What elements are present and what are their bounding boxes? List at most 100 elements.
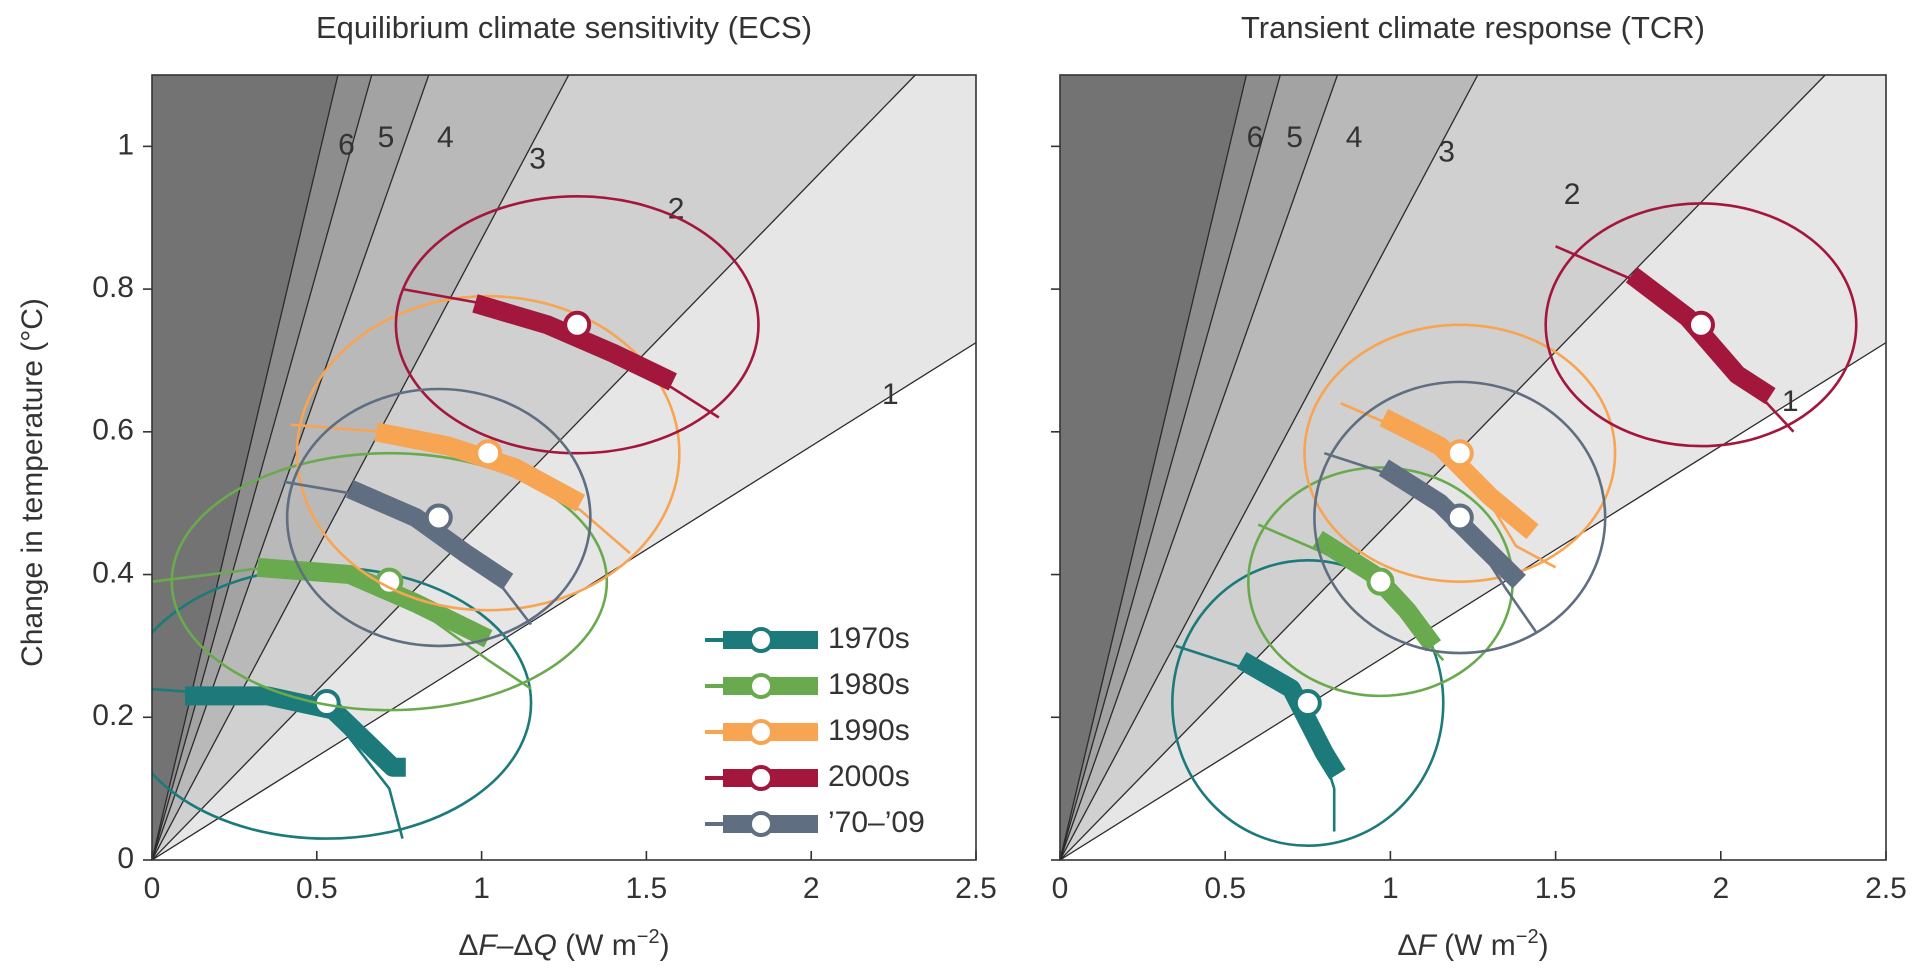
y-tick-label: 1 xyxy=(117,128,134,161)
sensitivity-band-1 xyxy=(152,75,976,860)
legend: 1970s 1980s 1990s 2000s ’70–’09 xyxy=(705,622,925,839)
x-axis-label-part: (W m xyxy=(1436,929,1516,962)
x-tick-label: 2 xyxy=(1712,872,1729,905)
panel-0: 1 2 3 4 56 0 0.5 1 1.5 2 2.5 0 0.2 0.4 0.6 0.8 1 Equilibr… xyxy=(16,10,997,962)
x-axis-label-part: −2 xyxy=(1516,926,1539,948)
series-1 xyxy=(1247,466,1514,698)
y-tick-label: 0.8 xyxy=(92,271,134,304)
panel-1: 1 2 3 4 56 0 0.5 1 1.5 2 2.5 Transient climate resp… xyxy=(1051,10,1907,962)
x-tick-label: 1 xyxy=(473,872,490,905)
range-arc-thick xyxy=(346,480,514,590)
central-estimate-point xyxy=(1366,567,1395,596)
y-tick-label: 0.6 xyxy=(92,414,134,447)
uncertainty-ellipse xyxy=(285,387,592,648)
sensitivity-label-5: 5 xyxy=(1286,121,1303,154)
y-axis-label: Change in temperature (°C) xyxy=(16,298,49,667)
plot-area: 1 2 3 4 56 xyxy=(152,75,976,860)
x-axis-label-part: ) xyxy=(660,929,670,962)
sensitivity-line-5 xyxy=(1060,75,1281,860)
y-tick-label: 0.2 xyxy=(92,699,134,732)
sensitivity-label-2: 2 xyxy=(1564,178,1581,211)
x-axis-label: ΔF–ΔQ (W m−2) xyxy=(458,926,669,962)
x-tick-label: 0 xyxy=(1052,872,1069,905)
plot-frame xyxy=(1059,74,1887,861)
series-0 xyxy=(1171,558,1445,848)
sensitivity-label-6: 6 xyxy=(338,128,355,161)
x-tick-label: 1.5 xyxy=(626,872,668,905)
legend-marker xyxy=(748,765,774,791)
sensitivity-line-3 xyxy=(152,75,570,860)
series-2 xyxy=(1303,323,1617,583)
panel-title: Transient climate response (TCR) xyxy=(1241,10,1705,45)
sensitivity-line-2 xyxy=(1060,75,1826,860)
sensitivity-label-3: 3 xyxy=(1438,135,1455,168)
range-arc-thick xyxy=(1312,530,1442,652)
x-axis-label-part: F xyxy=(1417,929,1437,962)
sensitivity-band-6 xyxy=(1060,75,1886,860)
uncertainty-ellipse xyxy=(295,294,681,612)
central-estimate-point xyxy=(424,503,453,532)
legend-marker xyxy=(748,627,774,653)
panel-title: Equilibrium climate sensitivity (ECS) xyxy=(316,10,812,45)
legend-label: 1990s xyxy=(828,714,910,747)
sensitivity-line-3 xyxy=(1060,75,1479,860)
sensitivity-label-4: 4 xyxy=(437,121,454,154)
x-axis-label-part: ) xyxy=(1539,929,1549,962)
central-estimate-point xyxy=(375,567,404,596)
series-3 xyxy=(1544,202,1858,448)
central-estimate-point xyxy=(474,439,503,468)
central-estimate-point xyxy=(1445,503,1474,532)
uncertainty-ellipse xyxy=(1303,323,1617,583)
legend-label: 1970s xyxy=(828,622,910,655)
x-axis-label-part: Q xyxy=(533,929,556,962)
sensitivity-label-1: 1 xyxy=(1782,385,1799,418)
sensitivity-line-5 xyxy=(152,75,373,860)
x-axis-label-part: Δ xyxy=(458,929,478,962)
x-tick-label: 0.5 xyxy=(1204,872,1246,905)
uncertainty-ellipse xyxy=(1313,380,1607,655)
x-tick-label: 0.5 xyxy=(296,872,338,905)
legend-label: ’70–’09 xyxy=(828,806,925,839)
plot-area: 1 2 3 4 56 xyxy=(1060,75,1886,860)
x-axis-label-part: −2 xyxy=(637,926,660,948)
y-tick-label: 0.4 xyxy=(92,556,134,589)
uncertainty-ellipse xyxy=(394,195,760,455)
range-arc-thick xyxy=(1236,651,1346,780)
x-axis-label-part: (W m xyxy=(557,929,637,962)
sensitivity-line-6 xyxy=(152,75,339,860)
range-arc-thick xyxy=(1625,267,1776,405)
x-axis-label: ΔF (W m−2) xyxy=(1397,926,1548,962)
uncertainty-ellipse xyxy=(170,451,609,712)
sensitivity-label-5: 5 xyxy=(378,121,395,154)
series-4 xyxy=(1313,380,1607,655)
x-tick-label: 2 xyxy=(803,872,820,905)
x-tick-label: 0 xyxy=(144,872,161,905)
legend-marker xyxy=(748,673,774,699)
sensitivity-line-6 xyxy=(1060,75,1248,860)
sensitivity-line-1 xyxy=(1060,342,1886,860)
x-tick-label: 2.5 xyxy=(955,872,997,905)
x-axis-label-part: Δ xyxy=(1397,929,1417,962)
x-axis-label-part: F xyxy=(478,929,498,962)
y-tick-label: 0 xyxy=(117,842,134,875)
series-0 xyxy=(152,566,533,840)
x-tick-label: 1.5 xyxy=(1535,872,1577,905)
series-3 xyxy=(394,195,760,455)
series-4 xyxy=(283,387,592,648)
uncertainty-ellipse xyxy=(1544,202,1858,448)
sensitivity-label-6: 6 xyxy=(1247,121,1264,154)
sensitivity-label-1: 1 xyxy=(882,378,899,411)
range-arc-thick xyxy=(472,294,677,391)
range-arc-thick xyxy=(1379,409,1539,540)
central-estimate-point xyxy=(1293,689,1322,717)
plot-frame xyxy=(151,74,977,861)
central-estimate-point xyxy=(563,310,592,339)
sensitivity-band-6 xyxy=(152,75,976,860)
central-estimate-point xyxy=(1686,310,1715,339)
sensitivity-line-4 xyxy=(1060,75,1339,860)
legend-label: 2000s xyxy=(828,760,910,793)
sensitivity-label-4: 4 xyxy=(1346,121,1363,154)
uncertainty-ellipse xyxy=(1171,558,1445,848)
